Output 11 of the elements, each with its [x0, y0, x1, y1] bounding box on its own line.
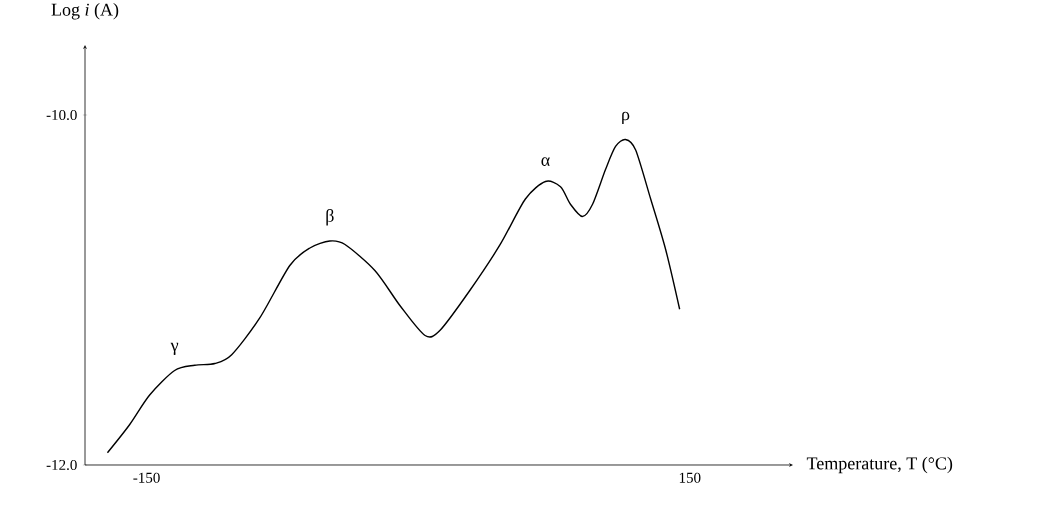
x-tick-label: -150 [133, 472, 160, 483]
x-tick-label: 150 [679, 472, 701, 483]
annotation: γ [170, 342, 179, 355]
annotation: α [541, 157, 550, 166]
y-axis-title: Log i (A) [51, 3, 119, 20]
line-series [106, 138, 681, 454]
y-tick-label: -12.0 [46, 459, 77, 471]
y-tick-label: -10.0 [46, 109, 77, 121]
annotation: β [326, 208, 334, 226]
x-axis-title: Temperature, T (°C) [806, 456, 953, 474]
annotation: ρ [622, 111, 630, 124]
